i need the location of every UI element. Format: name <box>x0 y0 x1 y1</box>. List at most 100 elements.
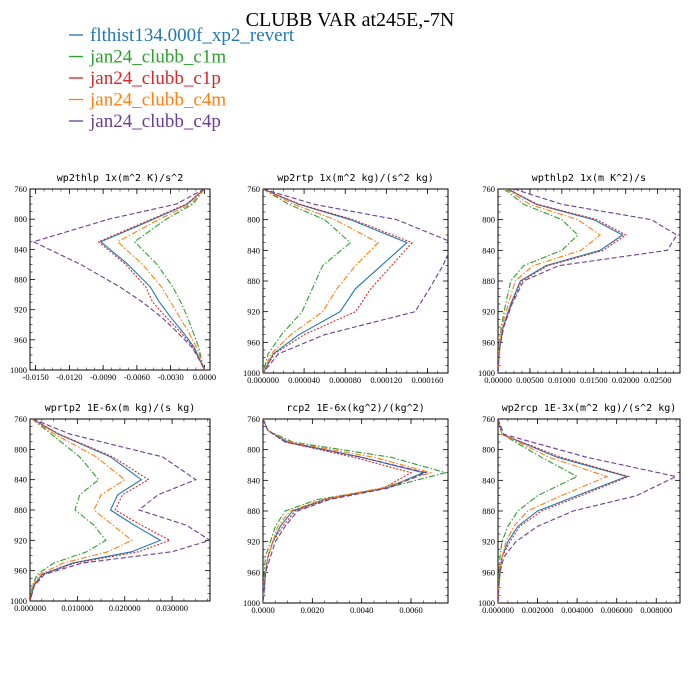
series-line <box>263 189 448 373</box>
y-tick-label: 1000 <box>10 365 27 375</box>
x-tick-label: 0.004000 <box>561 605 593 615</box>
x-tick-label: 0.02500 <box>644 375 672 385</box>
y-tick-label: 760 <box>14 184 27 194</box>
legend-entry: flthist134.000f_xp2_revert <box>90 25 295 46</box>
panel-title: wp2rcp 1E-3x(m^2 kg)/(s^2 kg) <box>502 403 677 414</box>
legend-entry: jan24_clubb_c1m <box>89 47 226 68</box>
y-tick-label: 880 <box>14 505 27 515</box>
y-tick-label: 840 <box>482 475 495 485</box>
series-line <box>498 189 579 373</box>
plot-frame <box>29 188 211 371</box>
y-tick-label: 840 <box>247 245 260 255</box>
panel-title: wprtp2 1E-6x(m kg)/(s kg) <box>45 403 196 414</box>
y-tick-label: 1000 <box>478 368 495 378</box>
series-line <box>30 419 210 601</box>
x-tick-label: 0.000160 <box>412 375 444 385</box>
x-tick-label: 0.000000 <box>482 605 514 615</box>
y-tick-label: 920 <box>14 305 27 315</box>
y-tick-label: 960 <box>14 335 27 345</box>
series-line <box>30 419 133 601</box>
y-tick-label: 920 <box>14 535 27 545</box>
series-line <box>498 189 678 373</box>
x-tick-label: 0.030000 <box>156 603 188 613</box>
x-tick-label: 0.02000 <box>612 375 640 385</box>
y-tick-label: 840 <box>247 475 260 485</box>
x-tick-label: 0.00000 <box>484 375 512 385</box>
y-tick-label: 760 <box>247 414 260 424</box>
x-tick-label: 0.020000 <box>109 603 141 613</box>
panel: wp2thlp 1x(m^2 K)/s^2 760 800 840 880 920 960 1… <box>10 173 216 382</box>
legend: flthist134.000f_xp2_revertjan24_clubb_c1… <box>69 25 295 132</box>
x-tick-label: 0.000000 <box>247 375 279 385</box>
y-tick-label: 960 <box>482 337 495 347</box>
y-tick-label: 760 <box>482 184 495 194</box>
x-tick-label: 0.008000 <box>640 605 672 615</box>
series-line <box>30 419 107 601</box>
x-tick-label: 0.000040 <box>288 375 320 385</box>
figure-title: CLUBB VAR at245E,-7N <box>246 9 455 31</box>
y-tick-label: 840 <box>14 244 27 254</box>
series-line <box>498 419 629 603</box>
y-tick-label: 880 <box>247 506 260 516</box>
series-line <box>30 419 162 601</box>
y-tick-label: 800 <box>14 214 27 224</box>
x-tick-label: 0.000120 <box>370 375 402 385</box>
series-line <box>498 189 602 373</box>
y-tick-label: 800 <box>482 215 495 225</box>
series-group <box>30 419 210 601</box>
y-tick-label: 1000 <box>10 596 27 606</box>
series-group <box>498 189 678 373</box>
y-tick-label: 880 <box>247 276 260 286</box>
y-tick-label: 800 <box>247 445 260 455</box>
legend-entry: jan24_clubb_c4m <box>89 90 226 111</box>
x-tick-label: 0.010000 <box>61 603 93 613</box>
series-line <box>498 419 609 603</box>
x-tick-label: -0.0150 <box>23 372 49 382</box>
y-tick-label: 960 <box>14 566 27 576</box>
y-tick-label: 1000 <box>243 598 260 608</box>
plot-frame <box>497 188 681 374</box>
y-tick-label: 800 <box>247 215 260 225</box>
y-tick-label: 760 <box>14 414 27 424</box>
x-tick-label: 0.0020 <box>301 605 324 615</box>
x-tick-label: 0.00500 <box>516 375 544 385</box>
x-tick-label: -0.0090 <box>90 372 116 382</box>
series-line <box>133 189 205 370</box>
series-group <box>498 419 678 603</box>
plot-frame <box>262 188 449 374</box>
series-group <box>263 189 448 373</box>
panel-title: wp2thlp 1x(m^2 K)/s^2 <box>57 173 183 184</box>
plot-frame <box>497 418 681 604</box>
series-line <box>498 419 678 603</box>
series-line <box>498 419 631 603</box>
y-tick-label: 960 <box>247 337 260 347</box>
x-tick-label: 0.01000 <box>548 375 576 385</box>
series-line <box>30 419 172 601</box>
series-line <box>99 189 205 370</box>
series-line <box>263 189 413 373</box>
x-tick-label: 0.0060 <box>399 605 422 615</box>
series-line <box>263 189 408 373</box>
y-tick-label: 880 <box>482 506 495 516</box>
series-line <box>263 189 352 373</box>
y-tick-label: 800 <box>14 444 27 454</box>
panel: wprtp2 1E-6x(m kg)/(s kg) 760 800 840 880 920… <box>10 403 211 613</box>
y-tick-label: 800 <box>482 445 495 455</box>
x-tick-label: 0.000080 <box>329 375 361 385</box>
panel: wp2rcp 1E-3x(m^2 kg)/(s^2 kg) 760 800 840 88… <box>478 403 681 615</box>
x-tick-label: 0.0040 <box>350 605 373 615</box>
x-tick-label: 0.01500 <box>580 375 608 385</box>
x-tick-label: 0.006000 <box>601 605 633 615</box>
panel: wpthlp2 1x(m K^2)/s 760 800 840 880 920 960 100… <box>478 173 681 385</box>
series-line <box>116 189 205 370</box>
y-tick-label: 960 <box>247 567 260 577</box>
panels: wp2thlp 1x(m^2 K)/s^2 760 800 840 880 920 960 1… <box>10 173 681 615</box>
series-line <box>97 189 205 370</box>
y-tick-label: 920 <box>482 537 495 547</box>
x-tick-label: -0.0060 <box>124 372 150 382</box>
y-tick-label: 960 <box>482 567 495 577</box>
x-tick-label: -0.0030 <box>158 372 184 382</box>
series-group <box>31 189 205 370</box>
y-tick-label: 760 <box>247 184 260 194</box>
